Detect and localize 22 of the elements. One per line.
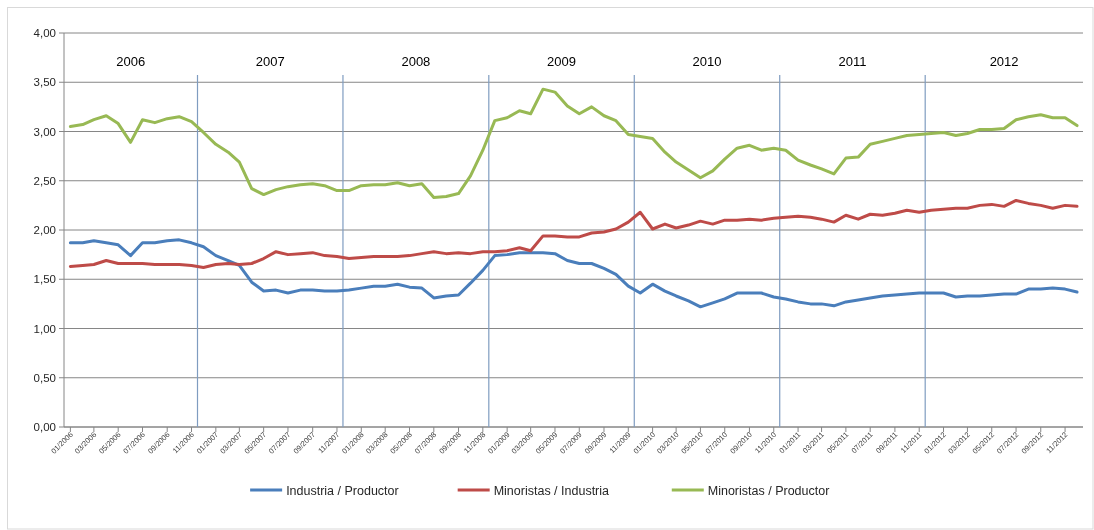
y-tick-label: 3,00 — [33, 125, 56, 138]
y-tick-label: 1,50 — [33, 273, 56, 286]
annotation: 2010 — [692, 54, 722, 69]
y-tick-label: 4,00 — [33, 27, 56, 39]
legend-label: Minoristas / Industria — [493, 483, 610, 498]
y-tick-label: 2,50 — [33, 174, 56, 187]
line-series — [68, 198, 1079, 269]
annotation: 2009 — [547, 54, 577, 69]
annotation: 2012 — [989, 54, 1019, 69]
y-tick-label: 3,50 — [33, 76, 56, 89]
y-tick-label: 0,50 — [33, 371, 56, 384]
legend-label: Minoristas / Productor — [707, 483, 830, 498]
annotation: 2007 — [255, 54, 285, 69]
y-tick-label: 0,00 — [33, 421, 56, 433]
y-tick-label: 2,00 — [33, 224, 56, 236]
annotation: 2011 — [838, 54, 867, 69]
line-series — [68, 238, 1079, 309]
legend-label: Industria / Productor — [286, 483, 399, 498]
y-tick-label: 1,00 — [33, 322, 56, 335]
line-series — [68, 87, 1079, 199]
annotation: 2008 — [401, 54, 431, 69]
annotation: 2006 — [116, 54, 146, 69]
